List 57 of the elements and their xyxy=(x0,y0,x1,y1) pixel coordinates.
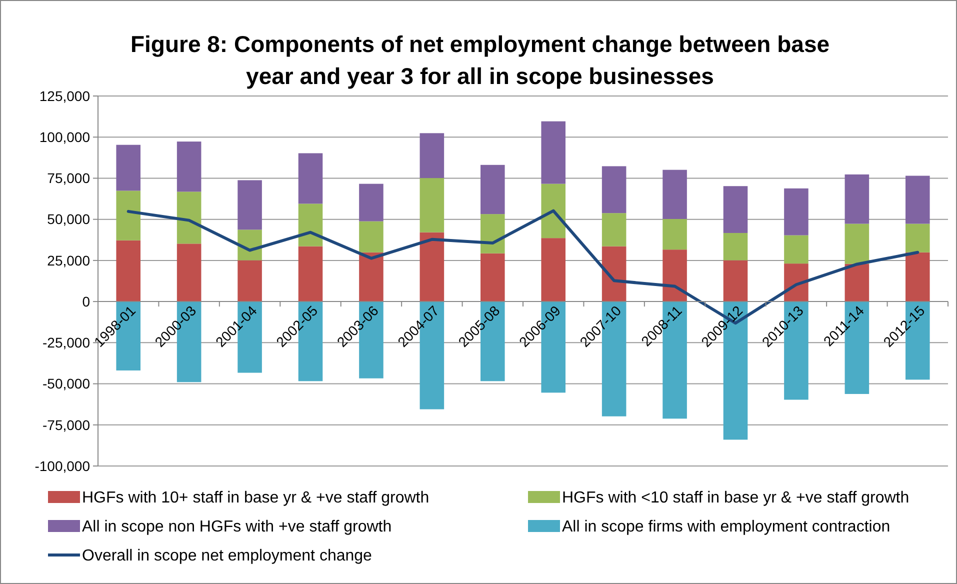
y-tick-label: -100,000 xyxy=(34,458,90,474)
chart-title: Figure 8: Components of net employment change between base year and year 3 for all in scope businesses xyxy=(130,31,830,89)
bar xyxy=(176,244,202,302)
bar xyxy=(844,224,870,264)
bar xyxy=(359,221,384,252)
y-tick-label: 75,000 xyxy=(47,170,90,186)
bar xyxy=(420,232,444,302)
bar xyxy=(420,178,444,232)
bar xyxy=(784,188,808,236)
y-tick-label: 125,000 xyxy=(39,88,90,104)
legend-label: HGFs with 10+ staff in base yr & +ve staff growth xyxy=(82,490,430,507)
y-tick-label: 50,000 xyxy=(47,211,90,228)
bar xyxy=(176,142,202,192)
bar xyxy=(359,184,384,222)
bar xyxy=(662,170,687,220)
y-tick-label: 100,000 xyxy=(39,129,90,146)
bar xyxy=(238,180,262,230)
y-tick-label: 0 xyxy=(82,293,90,310)
y-tick-label: -75,000 xyxy=(42,416,90,433)
bar xyxy=(480,164,505,214)
y-tick-label: -25,000 xyxy=(42,334,90,351)
bar xyxy=(906,176,930,224)
bar xyxy=(662,250,687,302)
legend-label: Overall in scope net employment change xyxy=(82,548,372,565)
bar xyxy=(602,166,626,214)
bar xyxy=(844,174,870,224)
bar xyxy=(662,219,687,250)
bar xyxy=(480,214,505,254)
bar xyxy=(723,260,748,302)
bar xyxy=(541,121,566,184)
bar xyxy=(298,246,323,302)
y-tick-label: -50,000 xyxy=(42,376,90,392)
y-tick-label: 25,000 xyxy=(47,252,90,268)
bar xyxy=(116,190,140,240)
legend-label: All in scope firms with employment contraction xyxy=(562,518,890,536)
bar xyxy=(844,264,870,302)
bar xyxy=(784,235,808,264)
bar xyxy=(116,240,140,302)
bar xyxy=(723,186,748,233)
bar xyxy=(480,253,505,302)
bar xyxy=(238,260,262,302)
bar xyxy=(298,153,323,204)
bar xyxy=(602,213,626,246)
bar xyxy=(723,232,748,260)
bar xyxy=(116,144,140,191)
bar xyxy=(359,252,384,302)
bar xyxy=(176,192,202,244)
bar xyxy=(906,252,930,302)
legend-label: All in scope non HGFs with +ve staff growth xyxy=(82,518,392,536)
bar xyxy=(602,246,626,302)
legend-label: HGFs with <10 staff in base yr & +ve staff growth xyxy=(562,490,910,507)
bar xyxy=(420,133,444,178)
bar xyxy=(541,238,566,302)
bar xyxy=(541,184,566,238)
bar xyxy=(906,224,930,252)
bar xyxy=(784,264,808,302)
bar xyxy=(298,204,323,246)
